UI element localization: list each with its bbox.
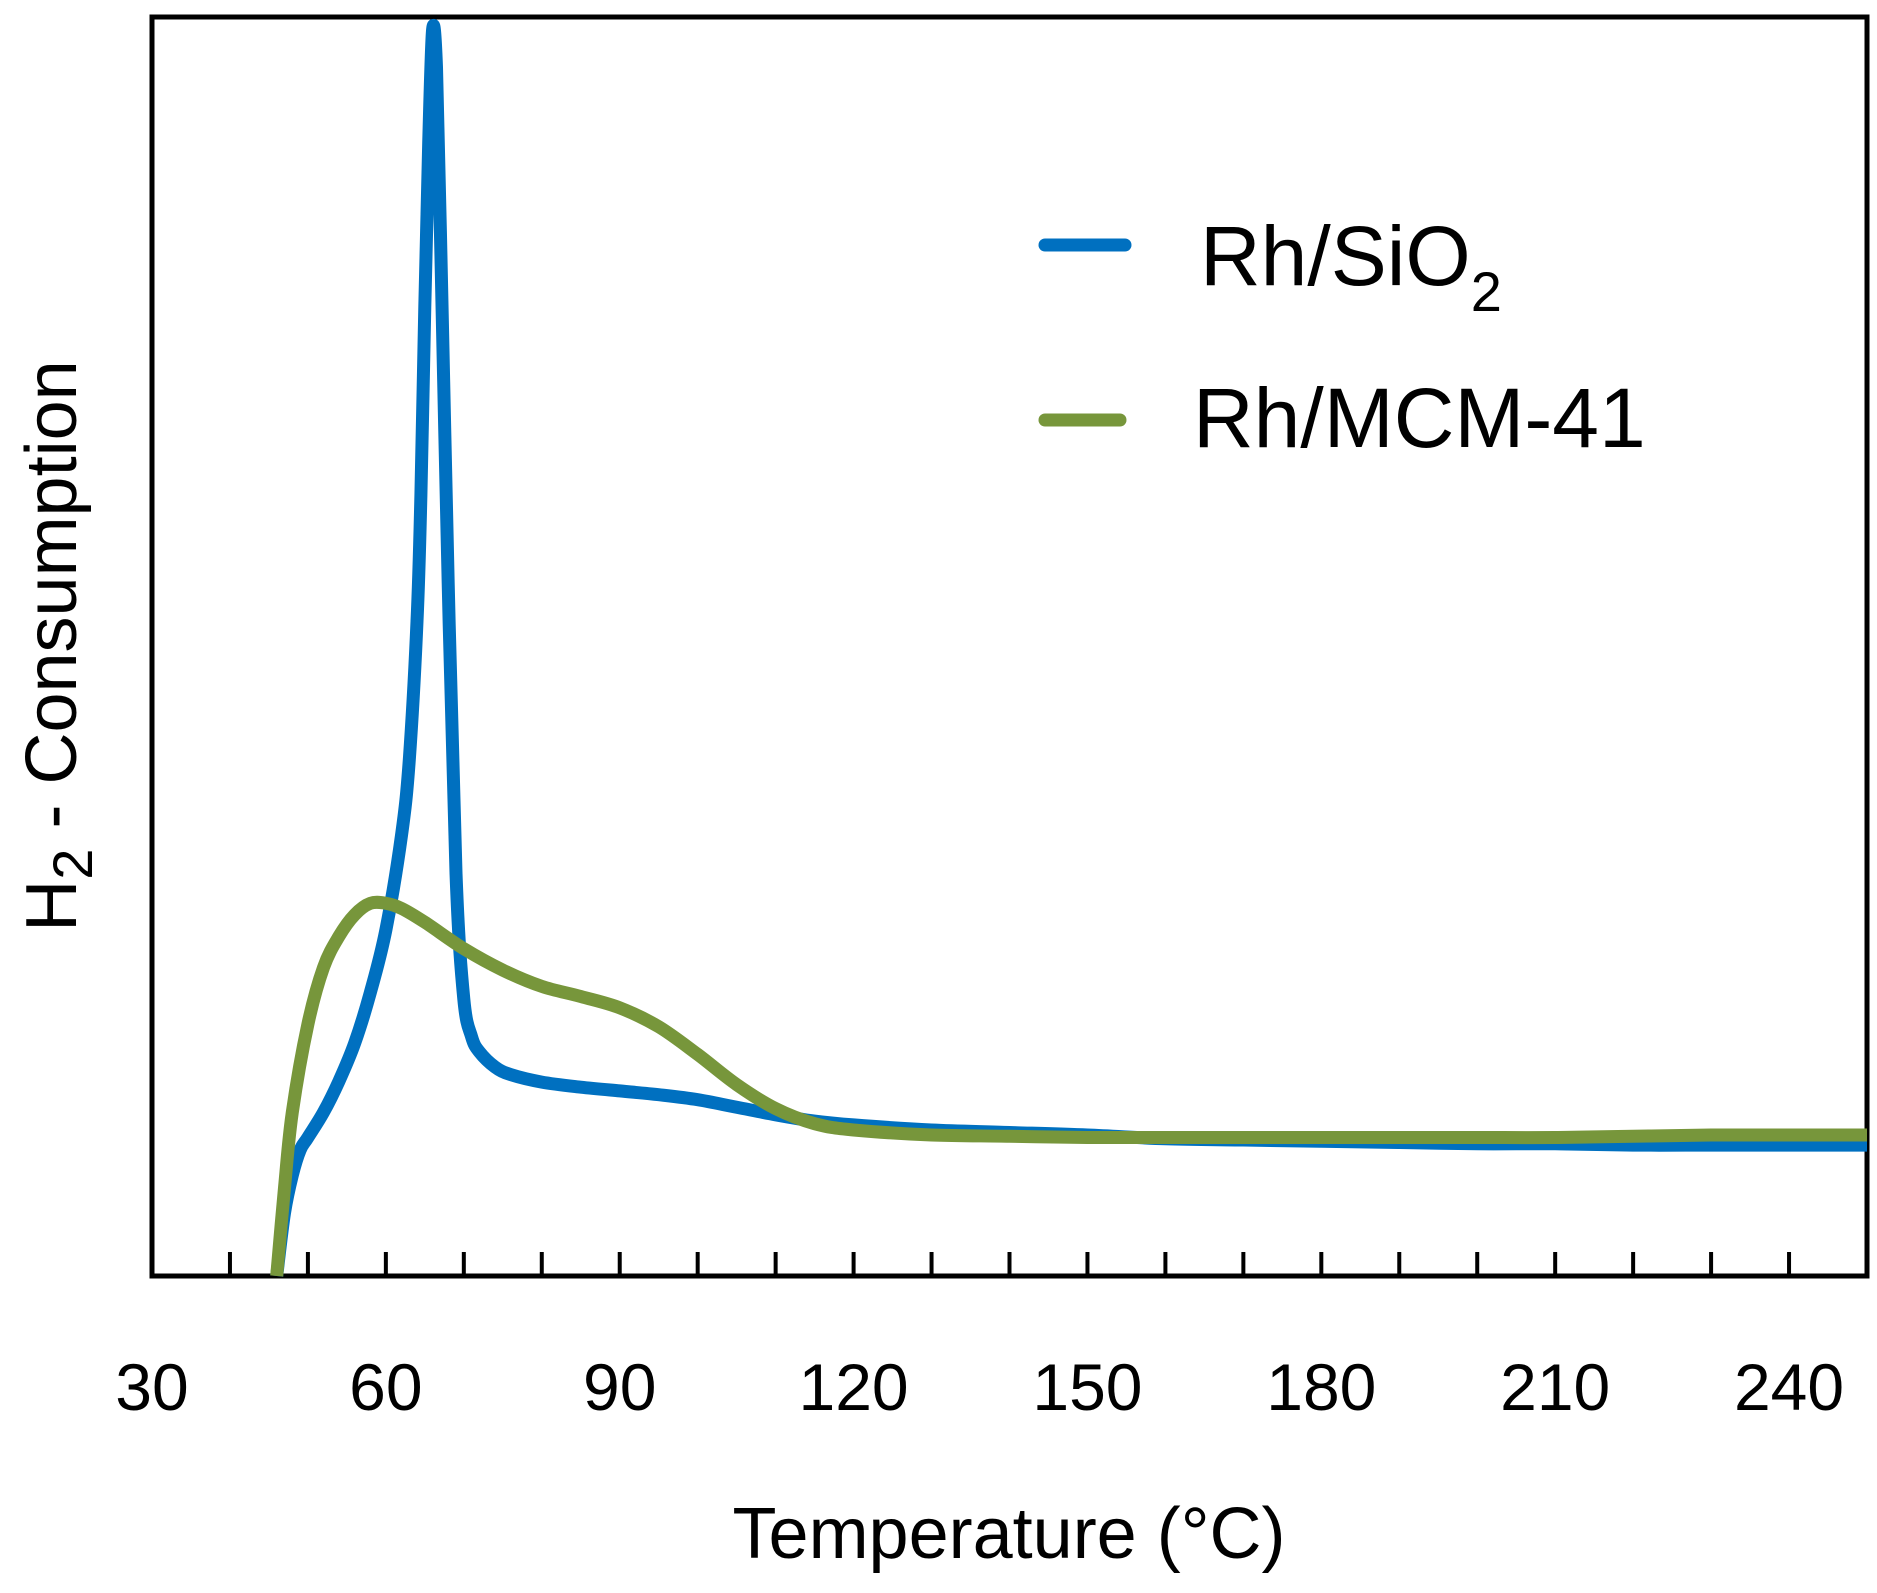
legend-label-rh-mcm41: Rh/MCM-41	[1193, 371, 1646, 465]
legend-label-rh-mcm41-base: Rh/MCM-41	[1193, 371, 1646, 465]
legend-label-rh-sio2-sub: 2	[1471, 260, 1502, 323]
y-axis-title-sub: 2	[41, 849, 104, 880]
legend: Rh/SiO2 Rh/MCM-41	[1038, 209, 1646, 465]
y-axis-title-rest: - Consumption	[12, 360, 92, 848]
x-tick-label-210: 210	[1500, 1350, 1610, 1424]
x-tick-label-90: 90	[583, 1350, 656, 1424]
x-tick-label-240: 240	[1734, 1350, 1844, 1424]
y-axis-title-base: H	[12, 880, 92, 932]
x-ticks	[227, 1252, 1792, 1276]
plot-frame	[149, 14, 1870, 1279]
x-tick-labels: 30 60 90 120 150 180 210 240	[115, 1350, 1844, 1424]
series-lines	[270, 18, 1867, 1277]
series-line-rh-sio2	[270, 18, 1867, 1277]
x-tick-label-150: 150	[1032, 1350, 1142, 1424]
x-tick-label-120: 120	[799, 1350, 909, 1424]
legend-label-rh-sio2: Rh/SiO2	[1200, 209, 1502, 323]
x-axis-title: Temperature (°C)	[733, 1494, 1286, 1574]
x-tick-label-180: 180	[1266, 1350, 1376, 1424]
series-line-rh-mcm41	[270, 895, 1867, 1277]
legend-label-rh-sio2-base: Rh/SiO	[1200, 209, 1471, 303]
x-tick-label-60: 60	[349, 1350, 422, 1424]
y-axis-title: H2 - Consumption	[12, 360, 104, 931]
x-tick-label-30: 30	[115, 1350, 188, 1424]
